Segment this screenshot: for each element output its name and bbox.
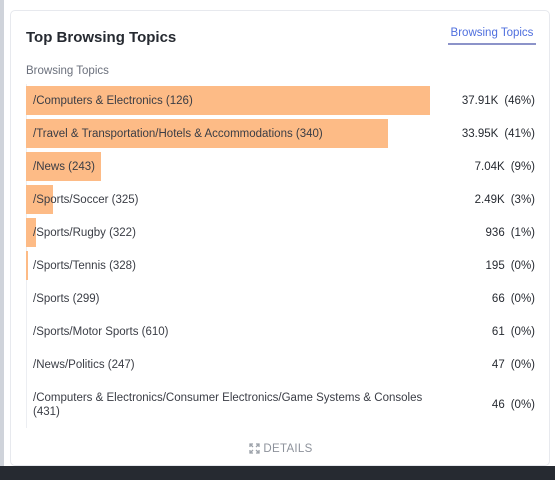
bar-track (26, 348, 430, 381)
topic-value: 195 (0%) (486, 260, 535, 272)
topic-percent: (1%) (510, 226, 535, 239)
topic-label: /Sports/Soccer (325) (33, 193, 139, 206)
bar-track (26, 282, 430, 315)
topic-percent: (41%) (504, 127, 535, 140)
topic-bar (26, 218, 36, 247)
bar-track (26, 381, 430, 428)
topic-count: 2.49K (474, 193, 505, 206)
topic-row[interactable]: /Sports/Rugby (322) 936 (1%) (11, 216, 551, 249)
topic-label: /Sports/Tennis (328) (33, 259, 136, 272)
topic-row[interactable]: /Computers & Electronics/Consumer Electr… (11, 381, 551, 428)
topic-row[interactable]: /Sports/Soccer (325) 2.49K (3%) (11, 183, 551, 216)
topic-row[interactable]: /Sports/Tennis (328) 195 (0%) (11, 249, 551, 282)
topic-count: 61 (491, 325, 505, 338)
topic-row[interactable]: /Sports (299) 66 (0%) (11, 282, 551, 315)
topic-value: 61 (0%) (492, 326, 535, 338)
topic-bar (26, 119, 388, 148)
topic-count: 936 (485, 226, 505, 239)
topic-label: /Sports/Motor Sports (610) (33, 325, 169, 338)
top-browsing-topics-card: Top Browsing Topics Browsing Topics Brow… (10, 10, 550, 466)
topic-bar (26, 152, 101, 181)
section-label: Browsing Topics (26, 65, 109, 77)
topic-value: 7.04K (9%) (475, 161, 535, 173)
topic-row[interactable]: /News (243) 7.04K (9%) (11, 150, 551, 183)
topic-bar (26, 350, 27, 379)
topic-value: 66 (0%) (492, 293, 535, 305)
topic-bar (26, 383, 27, 412)
bar-track (26, 315, 430, 348)
topic-percent: (3%) (510, 193, 535, 206)
window-edge-bottom (0, 466, 555, 480)
topic-bar (26, 185, 53, 214)
topic-bar (26, 317, 27, 346)
topic-percent: (9%) (510, 160, 535, 173)
expand-icon (249, 443, 261, 457)
topic-percent: (0%) (510, 398, 535, 411)
topic-value: 33.95K (41%) (462, 128, 535, 140)
topic-count: 47 (491, 358, 505, 371)
topic-row[interactable]: /News/Politics (247) 47 (0%) (11, 348, 551, 381)
topic-bar (26, 86, 430, 115)
topic-label: /News (243) (33, 160, 95, 173)
tab-browsing-topics[interactable]: Browsing Topics (448, 27, 536, 45)
topic-count: 37.91K (461, 94, 499, 107)
topic-row[interactable]: /Computers & Electronics (126) 37.91K (46… (11, 84, 551, 117)
details-label: DETAILS (263, 443, 313, 455)
topic-count: 195 (485, 259, 505, 272)
topic-percent: (0%) (510, 325, 535, 338)
topic-bar (26, 251, 28, 280)
topic-count: 7.04K (474, 160, 505, 173)
topic-count: 33.95K (461, 127, 499, 140)
topic-value: 46 (0%) (492, 399, 535, 411)
topic-label: /Computers & Electronics (126) (33, 94, 193, 107)
topic-percent: (0%) (510, 358, 535, 371)
topic-bar (26, 284, 27, 313)
details-button[interactable]: DETAILS (11, 443, 551, 457)
topic-value: 47 (0%) (492, 359, 535, 371)
topic-count: 66 (491, 292, 505, 305)
topic-label: /Computers & Electronics/Consumer Electr… (33, 391, 423, 418)
topic-percent: (0%) (510, 292, 535, 305)
topic-value: 2.49K (3%) (475, 194, 535, 206)
card-title: Top Browsing Topics (26, 29, 177, 46)
topic-value: 936 (1%) (486, 227, 535, 239)
topic-label: /Sports (299) (33, 292, 100, 305)
topic-label: /Sports/Rugby (322) (33, 226, 136, 239)
topic-row[interactable]: /Sports/Motor Sports (610) 61 (0%) (11, 315, 551, 348)
topic-label: /News/Politics (247) (33, 358, 135, 371)
window-edge-left (0, 0, 4, 480)
topic-percent: (46%) (504, 94, 535, 107)
topic-count: 46 (491, 398, 505, 411)
topic-label: /Travel & Transportation/Hotels & Accomm… (33, 127, 323, 140)
topic-row[interactable]: /Travel & Transportation/Hotels & Accomm… (11, 117, 551, 150)
topic-value: 37.91K (46%) (462, 95, 535, 107)
topic-percent: (0%) (510, 259, 535, 272)
